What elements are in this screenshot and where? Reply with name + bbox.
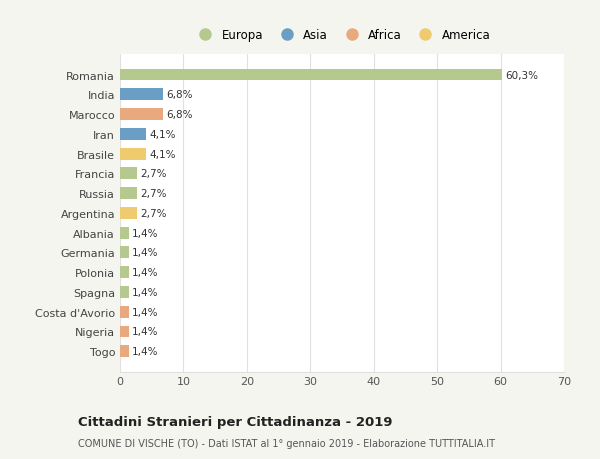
Bar	[120, 286, 129, 298]
Bar	[120, 69, 502, 81]
Bar	[120, 247, 129, 259]
Text: 1,4%: 1,4%	[132, 228, 158, 238]
Legend: Europa, Asia, Africa, America: Europa, Asia, Africa, America	[193, 29, 491, 42]
Bar	[120, 207, 137, 219]
Text: 2,7%: 2,7%	[140, 169, 167, 179]
Text: 4,1%: 4,1%	[149, 129, 176, 140]
Text: 1,4%: 1,4%	[132, 327, 158, 337]
Bar	[120, 129, 146, 140]
Bar	[120, 346, 129, 358]
Text: 1,4%: 1,4%	[132, 287, 158, 297]
Bar	[120, 109, 163, 121]
Bar	[120, 89, 163, 101]
Text: COMUNE DI VISCHE (TO) - Dati ISTAT al 1° gennaio 2019 - Elaborazione TUTTITALIA.: COMUNE DI VISCHE (TO) - Dati ISTAT al 1°…	[78, 438, 495, 448]
Text: 60,3%: 60,3%	[506, 70, 539, 80]
Text: 1,4%: 1,4%	[132, 347, 158, 357]
Bar	[120, 188, 137, 200]
Bar	[120, 326, 129, 338]
Text: 2,7%: 2,7%	[140, 208, 167, 218]
Text: 6,8%: 6,8%	[166, 110, 193, 120]
Text: 6,8%: 6,8%	[166, 90, 193, 100]
Text: 4,1%: 4,1%	[149, 149, 176, 159]
Bar	[120, 306, 129, 318]
Text: 1,4%: 1,4%	[132, 268, 158, 278]
Bar	[120, 168, 137, 180]
Text: Cittadini Stranieri per Cittadinanza - 2019: Cittadini Stranieri per Cittadinanza - 2…	[78, 415, 392, 428]
Text: 1,4%: 1,4%	[132, 307, 158, 317]
Bar	[120, 267, 129, 279]
Text: 1,4%: 1,4%	[132, 248, 158, 258]
Bar	[120, 148, 146, 160]
Text: 2,7%: 2,7%	[140, 189, 167, 199]
Bar	[120, 227, 129, 239]
